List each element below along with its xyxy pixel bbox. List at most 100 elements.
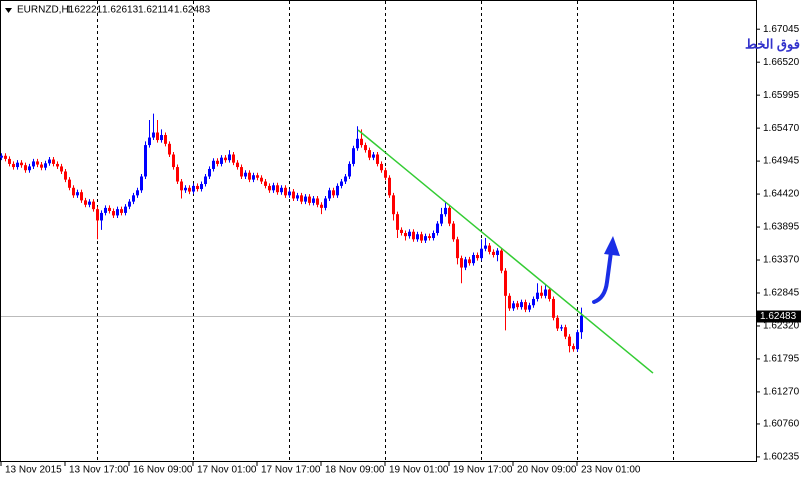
candle-body bbox=[496, 250, 499, 255]
candle-body bbox=[480, 248, 483, 259]
candle-body bbox=[0, 155, 3, 158]
candle-body bbox=[440, 214, 443, 224]
x-tick-label: 13 Nov 2015 bbox=[5, 465, 62, 476]
candle-body bbox=[560, 327, 563, 329]
candle-body bbox=[108, 207, 111, 212]
candle-body bbox=[248, 172, 251, 180]
candle-body bbox=[280, 187, 283, 193]
candle-body bbox=[324, 198, 327, 208]
candle-body bbox=[92, 201, 95, 210]
candle-body bbox=[544, 289, 547, 296]
candle-body bbox=[164, 135, 167, 144]
candle-body bbox=[408, 231, 411, 237]
candle-body bbox=[380, 163, 383, 171]
candle-body bbox=[484, 245, 487, 249]
header-open: 1.62221 bbox=[66, 5, 103, 16]
candle-body bbox=[208, 168, 211, 177]
y-tick-label: 1.65995 bbox=[763, 90, 800, 101]
candle-body bbox=[436, 223, 439, 234]
candle-body bbox=[268, 185, 271, 191]
candle-body bbox=[456, 239, 459, 259]
x-tick-label: 18 Nov 09:00 bbox=[325, 465, 385, 476]
y-tick-label: 1.63895 bbox=[763, 222, 800, 233]
candle-body bbox=[472, 254, 475, 264]
plot-frame bbox=[0, 0, 757, 462]
y-tick-label: 1.63370 bbox=[763, 255, 800, 266]
candle-body bbox=[344, 176, 347, 182]
candle-body bbox=[272, 185, 275, 191]
candle-body bbox=[256, 175, 259, 178]
candle-body bbox=[84, 200, 87, 205]
candle-body bbox=[416, 234, 419, 240]
candle-body bbox=[348, 163, 351, 177]
candle-body bbox=[404, 233, 407, 237]
candle-body bbox=[304, 196, 307, 202]
candle-body bbox=[144, 145, 147, 177]
candle-body bbox=[300, 195, 303, 202]
candle-body bbox=[520, 302, 523, 308]
candle-body bbox=[476, 254, 479, 259]
candle-body bbox=[388, 177, 391, 196]
candle-body bbox=[424, 236, 427, 241]
candle-body bbox=[64, 171, 67, 180]
candle-body bbox=[392, 195, 395, 215]
symbol: EURNZD,H1 bbox=[17, 5, 75, 16]
candle-body bbox=[448, 207, 451, 224]
candle-body bbox=[180, 181, 183, 191]
candle-body bbox=[116, 209, 119, 216]
candle-body bbox=[336, 185, 339, 196]
candle-body bbox=[432, 233, 435, 239]
candle-body bbox=[140, 176, 143, 191]
candle-body bbox=[4, 155, 7, 159]
candle-body bbox=[292, 191, 295, 199]
candle-body bbox=[460, 258, 463, 268]
candle-body bbox=[184, 187, 187, 191]
menu-triangle bbox=[5, 8, 12, 13]
candle-body bbox=[192, 185, 195, 192]
candle-body bbox=[88, 201, 91, 205]
candle-body bbox=[60, 166, 63, 172]
candle-body bbox=[364, 145, 367, 151]
candle-body bbox=[240, 167, 243, 177]
candle-body bbox=[204, 176, 207, 185]
y-tick-label: 1.66520 bbox=[763, 57, 800, 68]
candle-body bbox=[512, 303, 515, 309]
y-tick-label: 1.60235 bbox=[763, 452, 800, 463]
candle-body bbox=[128, 201, 131, 207]
x-tick-label: 17 Nov 17:00 bbox=[261, 465, 321, 476]
candle-body bbox=[464, 259, 467, 268]
candle-body bbox=[340, 181, 343, 186]
candle-body bbox=[264, 181, 267, 186]
candle-body bbox=[312, 198, 315, 203]
candle-body bbox=[236, 162, 239, 168]
candle-body bbox=[568, 336, 571, 347]
candle-body bbox=[524, 302, 527, 310]
candle-body bbox=[152, 132, 155, 138]
candle-body bbox=[360, 138, 363, 146]
header-close: 1.62483 bbox=[174, 5, 211, 16]
candle-body bbox=[168, 143, 171, 155]
candle-body bbox=[220, 157, 223, 164]
candle-body bbox=[396, 214, 399, 230]
arrow-head bbox=[604, 236, 620, 256]
candle-body bbox=[100, 212, 103, 221]
candle-body bbox=[288, 191, 291, 196]
candle-body bbox=[20, 162, 23, 166]
price-tag bbox=[757, 310, 801, 323]
candle-body bbox=[52, 159, 55, 164]
candle-body bbox=[72, 187, 75, 196]
candle-body bbox=[24, 165, 27, 171]
candle-body bbox=[136, 190, 139, 196]
y-tick-label: 1.61270 bbox=[763, 387, 800, 398]
candle-body bbox=[372, 154, 375, 158]
candle-body bbox=[28, 166, 31, 171]
candle-body bbox=[428, 236, 431, 239]
candle-body bbox=[356, 138, 359, 149]
candle-body bbox=[80, 192, 83, 201]
candle-body bbox=[296, 195, 299, 199]
candle-body bbox=[172, 154, 175, 168]
candle-body bbox=[44, 163, 47, 168]
y-tick-label: 1.60760 bbox=[763, 419, 800, 430]
